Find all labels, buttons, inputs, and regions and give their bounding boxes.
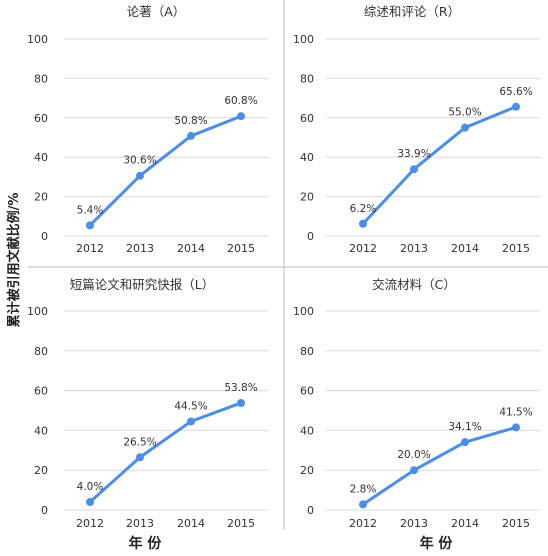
x-tick-label: 2014 [451, 242, 479, 255]
x-tick-label: 2012 [76, 242, 104, 255]
y-tick-label: 0 [307, 504, 314, 517]
data-label: 34.1% [448, 421, 481, 433]
series-line [361, 105, 518, 226]
y-tick-label: 60 [34, 385, 48, 398]
x-tick-label: 2013 [400, 517, 428, 530]
x-tick-label: 2015 [502, 242, 530, 255]
y-tick-label: 80 [300, 345, 314, 358]
y-tick-label: 20 [300, 191, 314, 204]
x-tick-label: 2012 [76, 517, 104, 530]
x-axis-label-right: 年 份 [420, 535, 454, 552]
data-label: 65.6% [499, 86, 532, 98]
data-label: 53.8% [224, 382, 257, 394]
data-point [461, 123, 469, 132]
chart-title: 交流材料（C） [372, 277, 456, 292]
data-point [461, 438, 469, 447]
data-label: 41.5% [499, 406, 532, 418]
data-point [359, 219, 367, 228]
y-tick-label: 0 [307, 230, 314, 243]
data-point [410, 466, 418, 475]
x-tick-label: 2012 [349, 517, 377, 530]
data-label: 33.9% [397, 148, 430, 160]
series-line [361, 425, 518, 506]
data-point [512, 423, 520, 432]
x-tick-label: 2014 [451, 517, 479, 530]
data-label: 44.5% [174, 400, 207, 412]
data-point [237, 398, 245, 407]
y-tick-label: 100 [27, 33, 48, 46]
x-tick-label: 2013 [126, 242, 154, 255]
x-tick-label: 2014 [177, 242, 205, 255]
x-tick-label: 2013 [126, 517, 154, 530]
x-tick-label: 2014 [177, 517, 205, 530]
series-line [88, 114, 243, 227]
y-axis-label-container: 累计被引用文献比例/% [2, 140, 26, 380]
series-line [88, 401, 243, 504]
data-label: 6.2% [350, 203, 377, 215]
y-tick-label: 60 [300, 385, 314, 398]
y-tick-label: 60 [300, 112, 314, 125]
x-tick-label: 2015 [227, 242, 255, 255]
y-tick-label: 20 [34, 464, 48, 477]
data-point [86, 498, 94, 507]
data-label: 4.0% [77, 481, 104, 493]
y-tick-label: 100 [293, 305, 314, 318]
y-tick-label: 100 [27, 305, 48, 318]
x-axis-label-left: 年 份 [129, 535, 163, 552]
y-tick-label: 0 [41, 504, 48, 517]
y-tick-label: 60 [34, 112, 48, 125]
data-point [512, 102, 520, 111]
y-tick-label: 40 [300, 151, 314, 164]
data-point [359, 500, 367, 509]
chart-title: 综述和评论（R） [364, 4, 460, 19]
y-tick-label: 20 [300, 464, 314, 477]
x-tick-label: 2015 [502, 517, 530, 530]
y-tick-label: 0 [41, 230, 48, 243]
data-label: 26.5% [123, 436, 156, 448]
x-tick-label: 2012 [349, 242, 377, 255]
data-point [187, 417, 195, 426]
chart-title: 短篇论文和研究快报（L） [70, 277, 214, 292]
data-point [237, 112, 245, 121]
data-point [86, 221, 94, 230]
y-tick-label: 80 [34, 345, 48, 358]
y-tick-label: 40 [300, 424, 314, 437]
data-label: 30.6% [123, 155, 156, 167]
y-tick-label: 20 [34, 191, 48, 204]
x-tick-label: 2015 [227, 517, 255, 530]
y-tick-label: 40 [34, 151, 48, 164]
data-label: 55.0% [448, 107, 481, 119]
data-point [136, 171, 144, 180]
data-label: 20.0% [397, 449, 430, 461]
y-tick-label: 100 [293, 33, 314, 46]
data-point [410, 165, 418, 174]
chart-title: 论著（A） [127, 4, 186, 19]
x-tick-label: 2013 [400, 242, 428, 255]
data-point [187, 131, 195, 140]
data-label: 2.8% [350, 483, 377, 495]
data-label: 5.4% [77, 204, 104, 216]
data-point [136, 453, 144, 462]
data-label: 60.8% [224, 95, 257, 107]
y-axis-label: 累计被引用文献比例/% [6, 193, 22, 328]
y-tick-label: 40 [34, 424, 48, 437]
y-tick-label: 80 [34, 72, 48, 85]
y-tick-label: 80 [300, 72, 314, 85]
data-label: 50.8% [174, 115, 207, 127]
